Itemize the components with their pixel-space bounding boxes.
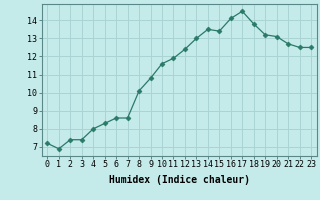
X-axis label: Humidex (Indice chaleur): Humidex (Indice chaleur): [109, 175, 250, 185]
